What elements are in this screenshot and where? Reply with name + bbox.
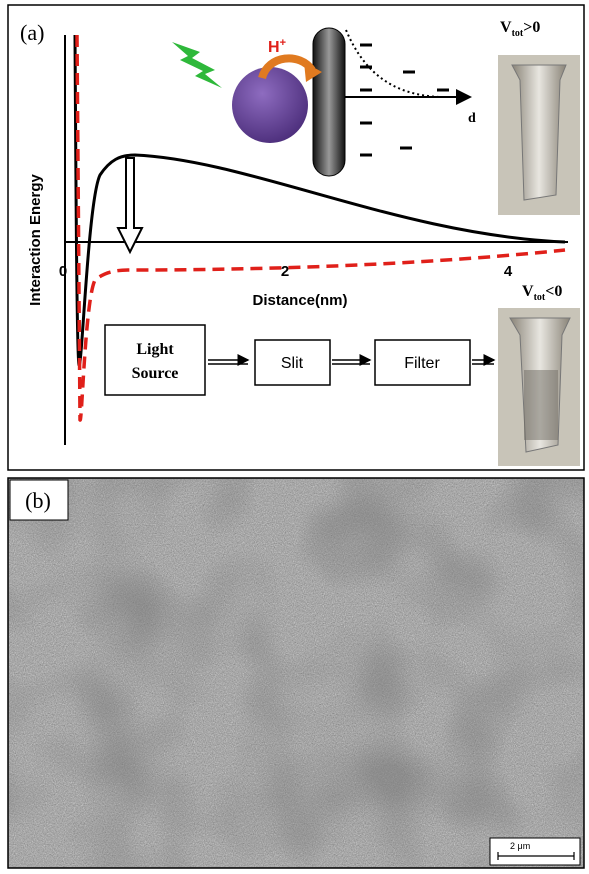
v-sub: tot	[534, 292, 546, 303]
particle	[232, 67, 308, 143]
scale-bar-label: 2 μm	[510, 841, 530, 851]
x-tick-label: 0	[59, 263, 67, 280]
flow-label: Source	[132, 365, 179, 382]
v-sub: tot	[512, 28, 524, 39]
nanotube	[313, 28, 345, 176]
flow-label: Filter	[404, 355, 440, 372]
page: {"panel_a": {"label": "(a)", "y_axis_lab…	[0, 0, 589, 874]
precipitate	[524, 370, 558, 440]
d-label: d	[468, 111, 476, 126]
proton-sup: +	[280, 37, 286, 49]
v-rest: >0	[523, 19, 540, 36]
light-source-box	[105, 325, 205, 395]
sem-shading	[9, 479, 583, 867]
x-axis-label: Distance(nm)	[252, 292, 347, 309]
x-tick-label: 4	[504, 263, 513, 280]
y-axis-label: Interaction Energy	[27, 173, 44, 305]
v-rest: <0	[545, 283, 562, 300]
scale-bar-box	[490, 838, 580, 865]
flow-label: Slit	[281, 355, 304, 372]
v-main: V	[522, 283, 534, 300]
panel-label: (a)	[20, 20, 44, 45]
proton-main: H	[268, 39, 280, 56]
panel-a-frame	[8, 5, 584, 470]
figure: (a) Interaction Energy 0 2 4 Distance(nm…	[0, 0, 589, 874]
panel-label: (b)	[25, 488, 51, 513]
v-main: V	[500, 19, 512, 36]
x-tick-label: 2	[281, 263, 289, 280]
flow-label: Light	[136, 341, 174, 358]
